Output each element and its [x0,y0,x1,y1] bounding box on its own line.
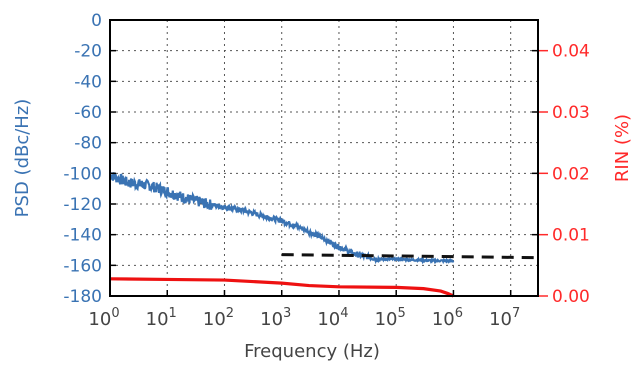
x-tick-exponent: 7 [512,306,520,321]
x-tick-base: 10 [375,309,398,330]
series-layer [109,171,539,298]
y-right-tick-label: 0.02 [552,164,590,184]
x-tick-label: 100 [88,306,119,330]
psd-line [109,171,455,265]
x-tick-exponent: 3 [283,306,291,321]
y-axis-right-label: RIN (%) [612,114,633,182]
ticks: 100 101 102 103 104 105 106 1070-20-40-60-80-10… [63,11,589,330]
plot-frame [109,19,539,297]
x-tick-label: 104 [317,306,348,330]
y-left-tick-label: -120 [63,195,102,215]
y-left-tick-label: -140 [63,226,102,246]
x-tick-base: 10 [432,309,455,330]
psd-limit-dashed-line [281,253,539,260]
x-tick-exponent: 1 [169,306,177,321]
y-right-tick-label: 0.00 [552,287,590,307]
y-left-tick-label: 0 [91,11,102,31]
y-left-tick-label: -60 [74,103,102,123]
y-right-tick-label: 0.01 [552,226,590,246]
x-axis-label: Frequency (Hz) [244,341,380,362]
x-tick-base: 10 [317,309,340,330]
x-tick-label: 103 [260,306,291,330]
x-tick-label: 105 [375,306,406,330]
x-tick-exponent: 6 [455,306,463,321]
x-tick-base: 10 [260,309,283,330]
y-right-tick-label: 0.04 [552,42,590,62]
x-tick-exponent: 0 [111,306,119,321]
y-left-tick-label: -40 [74,72,102,92]
x-tick-base: 10 [88,309,111,330]
x-tick-label: 106 [432,306,463,330]
x-tick-exponent: 5 [398,306,406,321]
x-tick-label: 101 [146,306,177,330]
x-tick-exponent: 4 [340,306,348,321]
x-tick-label: 102 [203,306,234,330]
x-tick-base: 10 [203,309,226,330]
y-left-tick-label: -160 [63,256,102,276]
y-left-tick-label: -180 [63,287,102,307]
y-left-tick-label: -100 [63,164,102,184]
x-tick-base: 10 [489,309,512,330]
y-left-tick-label: -20 [74,42,102,62]
y-axis-left-label: PSD (dBc/Hz) [12,99,33,218]
y-left-tick-label: -80 [74,134,102,154]
x-tick-exponent: 2 [226,306,234,321]
x-tick-label: 107 [489,306,520,330]
y-right-tick-label: 0.03 [552,103,590,123]
x-tick-base: 10 [146,309,169,330]
rin-line [109,277,455,298]
